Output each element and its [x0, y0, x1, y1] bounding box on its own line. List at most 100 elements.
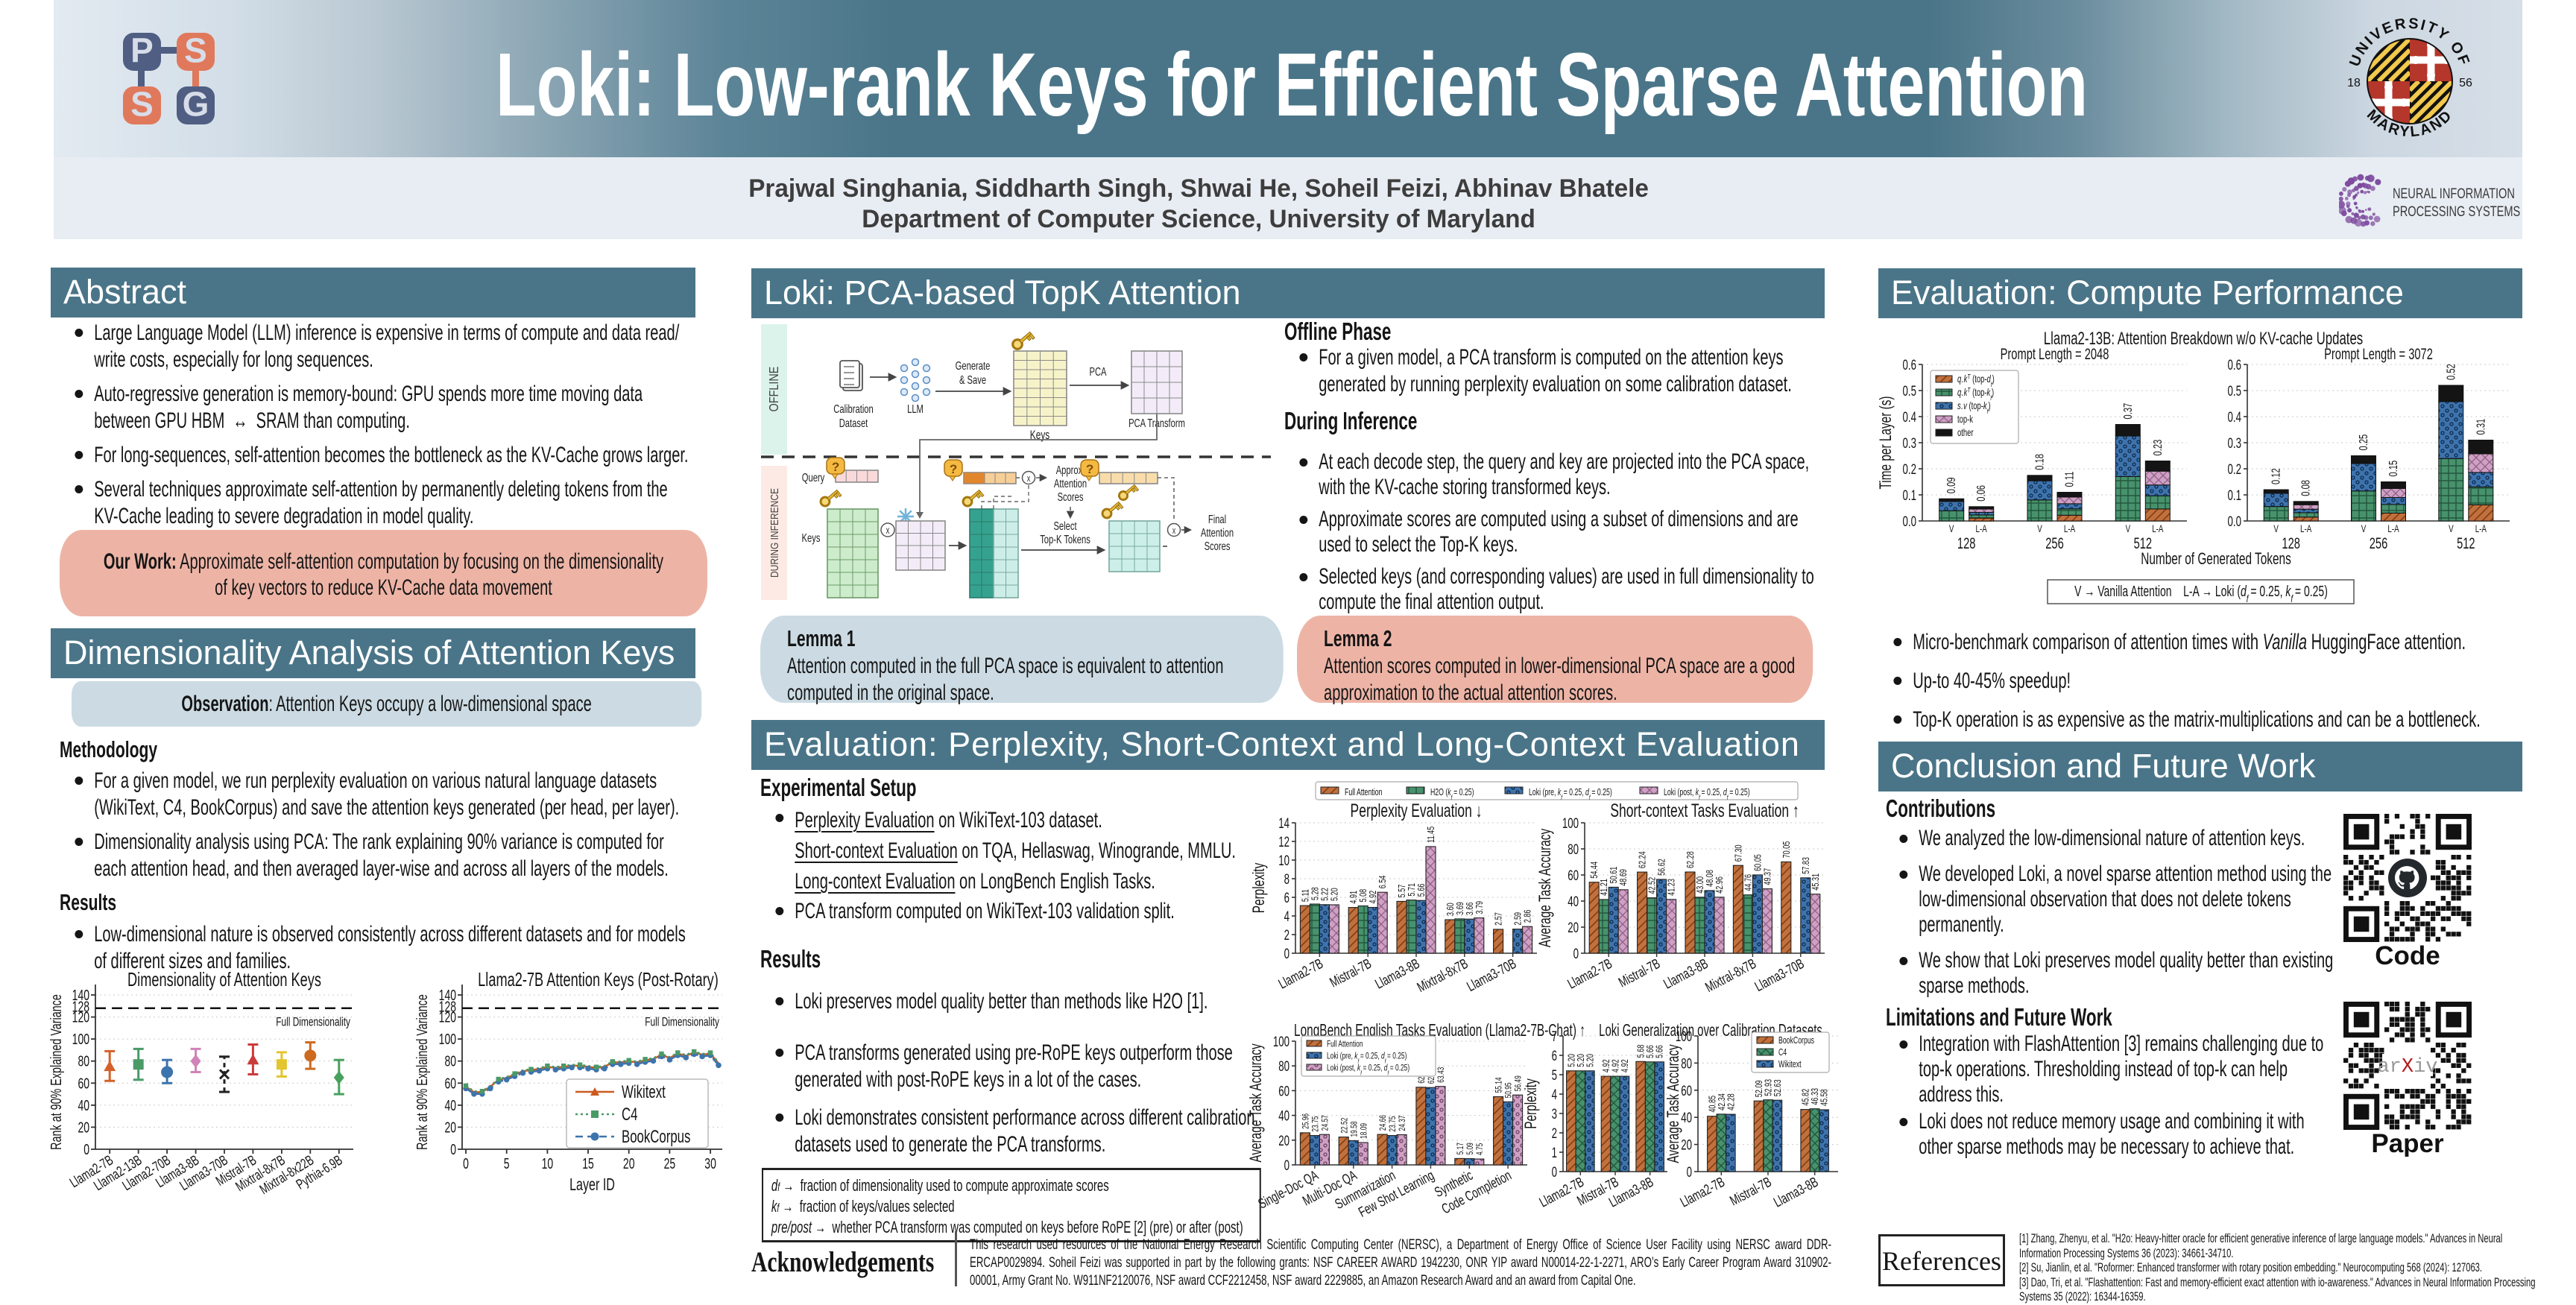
- svg-text:x: x: [886, 524, 890, 536]
- svg-text:C4: C4: [1778, 1048, 1787, 1058]
- svg-text:12: 12: [1278, 835, 1289, 850]
- svg-text:L-A: L-A: [2475, 522, 2487, 534]
- svg-text:45.58: 45.58: [1819, 1089, 1830, 1106]
- svg-text:OFFLINE: OFFLINE: [767, 367, 782, 412]
- svg-text:?: ?: [1086, 462, 1093, 476]
- svg-text:L-A: L-A: [2387, 522, 2399, 534]
- svg-text:60.05: 60.05: [1753, 854, 1764, 871]
- svg-text:5: 5: [504, 1154, 510, 1172]
- svg-text:52.63: 52.63: [1773, 1079, 1784, 1096]
- svg-text:60: 60: [444, 1075, 456, 1092]
- svg-text:S: S: [184, 31, 207, 70]
- svg-text:45.82: 45.82: [1801, 1089, 1811, 1106]
- svg-text:24.66: 24.66: [1379, 1115, 1389, 1131]
- svg-text:Final: Final: [1208, 512, 1226, 526]
- svg-text:PCA: PCA: [1089, 364, 1107, 379]
- svg-text:0.08: 0.08: [2299, 480, 2313, 496]
- svg-text:140: 140: [439, 986, 456, 1003]
- svg-text:11.45: 11.45: [1427, 827, 1437, 843]
- svg-text:0.4: 0.4: [1903, 410, 1916, 426]
- svg-text:0.12: 0.12: [2269, 468, 2283, 484]
- svg-text:10: 10: [1278, 853, 1289, 869]
- svg-text:80: 80: [1278, 1059, 1289, 1075]
- svg-text:3: 3: [1552, 1107, 1557, 1122]
- svg-text:5.20: 5.20: [1585, 1054, 1596, 1067]
- svg-text:5.20: 5.20: [1567, 1054, 1577, 1067]
- svg-text:0.1: 0.1: [1903, 488, 1916, 504]
- svg-text:Loki (pre, kf = 0.25, df = 0.2: Loki (pre, kf = 0.25, df = 0.25): [1529, 788, 1612, 801]
- svg-text:0.3: 0.3: [1903, 436, 1916, 452]
- svg-text:23.75: 23.75: [1311, 1116, 1321, 1131]
- svg-text:25: 25: [664, 1154, 676, 1172]
- svg-text:80: 80: [1681, 1056, 1692, 1072]
- svg-text:0.2: 0.2: [1903, 462, 1916, 478]
- svg-text:60: 60: [1681, 1084, 1692, 1099]
- svg-text:18.09: 18.09: [1360, 1123, 1369, 1139]
- svg-text:60: 60: [1568, 868, 1579, 884]
- svg-text:44.76: 44.76: [1743, 874, 1754, 891]
- svg-text:14: 14: [1278, 816, 1289, 832]
- svg-text:62.24: 62.24: [1638, 851, 1648, 868]
- svg-text:120: 120: [72, 1008, 89, 1026]
- svg-text:42.28: 42.28: [1726, 1093, 1737, 1110]
- svg-text:23.75: 23.75: [1389, 1116, 1398, 1131]
- svg-text:5.08: 5.08: [1359, 889, 1369, 903]
- svg-text:Wikitext: Wikitext: [1778, 1060, 1802, 1070]
- svg-text:0: 0: [450, 1140, 456, 1157]
- svg-text:18: 18: [2347, 77, 2361, 89]
- svg-text:Code: Code: [2375, 941, 2440, 969]
- svg-text:40: 40: [444, 1096, 456, 1113]
- svg-text:8: 8: [1284, 872, 1289, 888]
- svg-text:128: 128: [72, 998, 89, 1015]
- svg-text:20: 20: [1681, 1137, 1692, 1153]
- svg-text:60: 60: [78, 1075, 89, 1092]
- svg-text:Mistral-7B: Mistral-7B: [1728, 1175, 1775, 1210]
- svg-text:55.14: 55.14: [1494, 1077, 1504, 1093]
- svg-text:Full Attention: Full Attention: [1327, 1040, 1363, 1049]
- svg-text:5.71: 5.71: [1407, 883, 1418, 897]
- svg-text:20: 20: [444, 1119, 456, 1136]
- svg-text:arXiv: arXiv: [2377, 1056, 2437, 1078]
- svg-text:Wikitext: Wikitext: [622, 1082, 666, 1102]
- svg-text:Mistral-7B: Mistral-7B: [1616, 956, 1663, 991]
- svg-text:Keys: Keys: [1030, 429, 1049, 443]
- svg-text:Llama3-70B: Llama3-70B: [1752, 956, 1807, 995]
- svg-text:Llama2-13B: Attention Breakdow: Llama2-13B: Attention Breakdown w/o KV-c…: [2044, 329, 2363, 349]
- svg-text:Generate: Generate: [956, 358, 991, 373]
- svg-text:0: 0: [463, 1154, 469, 1172]
- svg-text:BookCorpus: BookCorpus: [1778, 1036, 1814, 1046]
- svg-text:Perplexity: Perplexity: [1250, 862, 1268, 913]
- svg-text:128: 128: [1957, 534, 1976, 552]
- svg-text:6: 6: [1552, 1049, 1557, 1064]
- svg-text:top-k: top-k: [1957, 414, 1973, 425]
- svg-text:3.60: 3.60: [1445, 903, 1456, 916]
- svg-text:?: ?: [832, 460, 839, 474]
- svg-text:48.08: 48.08: [1705, 870, 1716, 887]
- svg-text:256: 256: [2370, 534, 2388, 552]
- svg-text:62.28: 62.28: [1686, 851, 1696, 868]
- svg-text:Full Dimensionality: Full Dimensionality: [276, 1016, 350, 1030]
- svg-text:Top-K Tokens: Top-K Tokens: [1040, 532, 1090, 546]
- svg-text:4.92: 4.92: [1611, 1059, 1621, 1072]
- svg-text:x: x: [1172, 526, 1176, 537]
- svg-text:52.09: 52.09: [1755, 1080, 1765, 1097]
- svg-text:128: 128: [2282, 534, 2300, 552]
- svg-text:0.25: 0.25: [2356, 434, 2370, 450]
- svg-text:Perplexity Evaluation ↓: Perplexity Evaluation ↓: [1351, 800, 1483, 821]
- svg-text:NEURAL INFORMATION: NEURAL INFORMATION: [2393, 185, 2515, 202]
- svg-text:Loki (post, kf = 0.25, df = 0.: Loki (post, kf = 0.25, df = 0.25): [1327, 1064, 1409, 1076]
- svg-text:10: 10: [542, 1154, 554, 1172]
- svg-text:Llama2-7B: Llama2-7B: [1678, 1175, 1728, 1211]
- svg-text:V: V: [2361, 522, 2367, 534]
- svg-text:100: 100: [72, 1031, 89, 1048]
- svg-text:4.92: 4.92: [1368, 891, 1379, 904]
- svg-text:100: 100: [1562, 816, 1579, 832]
- svg-text:50.61: 50.61: [1609, 867, 1620, 884]
- svg-text:L-A: L-A: [2300, 522, 2312, 534]
- svg-text:0.0: 0.0: [1903, 514, 1916, 530]
- svg-text:5.22: 5.22: [1320, 888, 1330, 901]
- svg-text:256: 256: [2045, 534, 2064, 552]
- svg-text:41.23: 41.23: [1667, 879, 1677, 896]
- svg-text:20: 20: [78, 1119, 89, 1136]
- svg-text:5.66: 5.66: [1417, 884, 1427, 897]
